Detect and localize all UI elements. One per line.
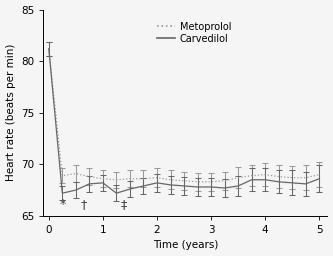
- Text: †: †: [81, 198, 87, 211]
- Y-axis label: Heart rate (beats per min): Heart rate (beats per min): [6, 44, 16, 182]
- Legend: Metoprolol, Carvedilol: Metoprolol, Carvedilol: [156, 20, 232, 45]
- X-axis label: Time (years): Time (years): [153, 240, 218, 250]
- Text: ‡: ‡: [120, 198, 127, 211]
- Text: *: *: [59, 198, 66, 211]
